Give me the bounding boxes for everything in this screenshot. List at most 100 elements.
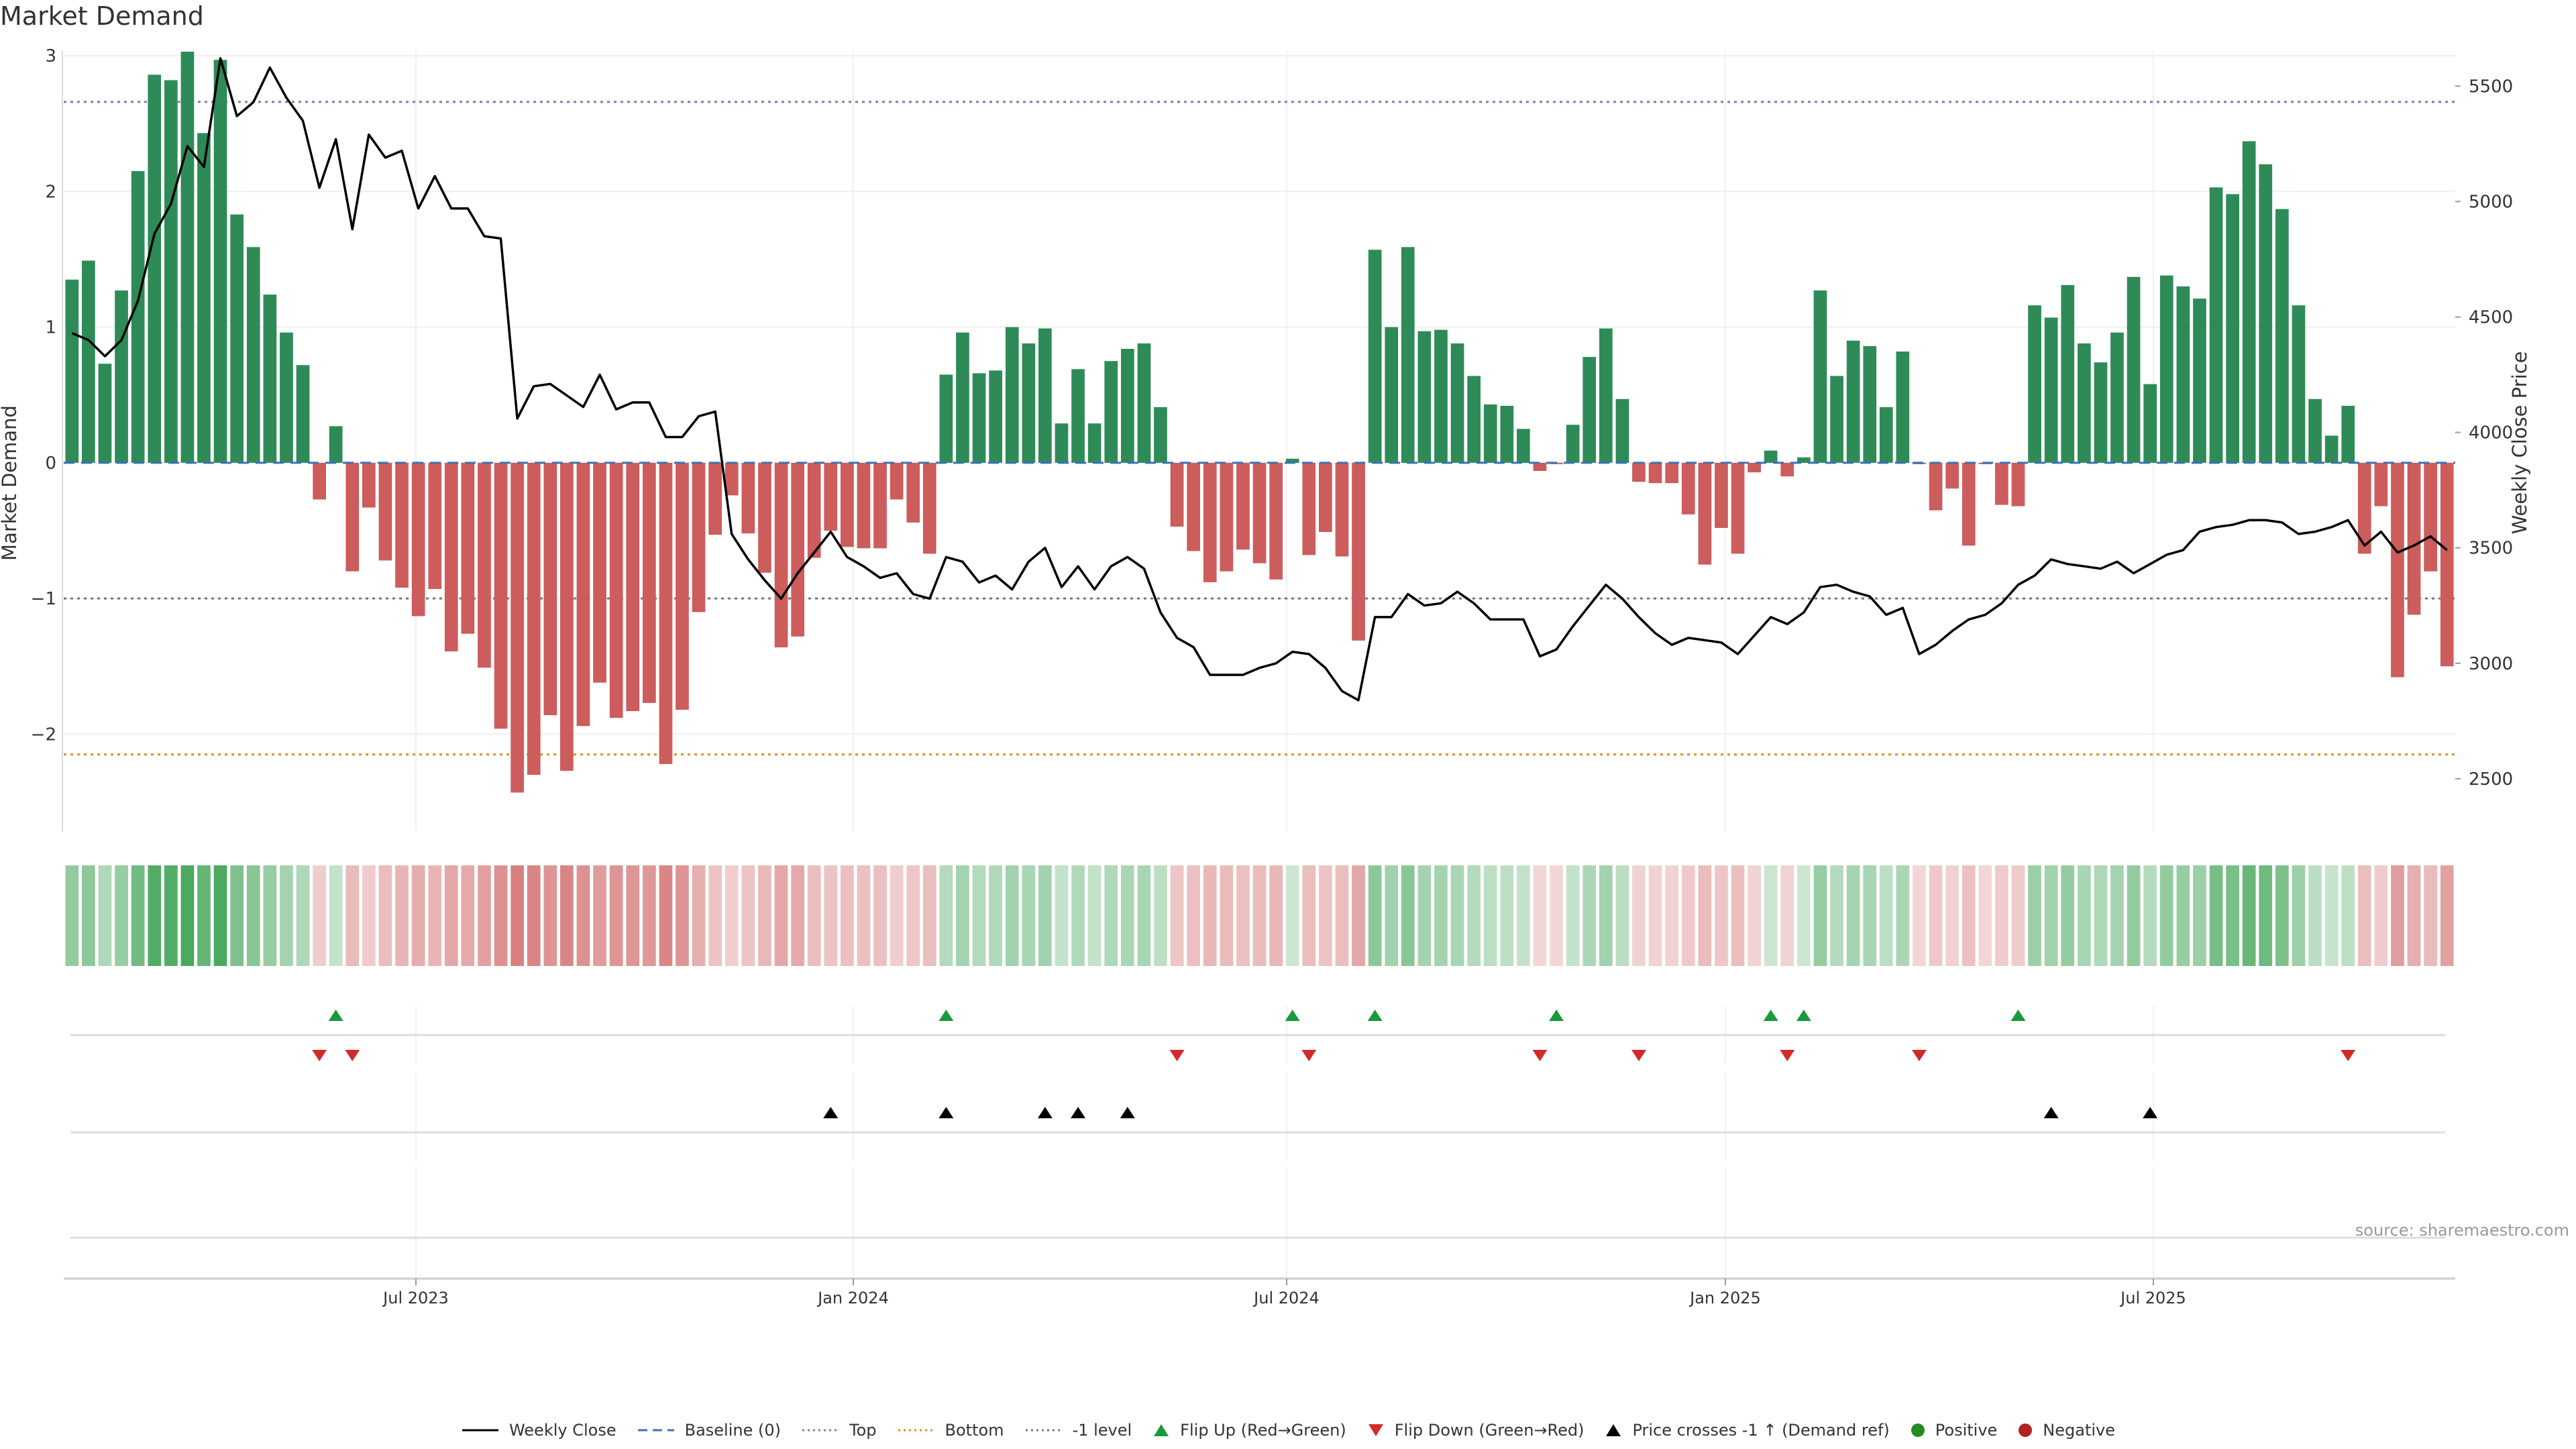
- heat-cell: [478, 865, 491, 966]
- flip-up-marker: [1549, 1010, 1564, 1021]
- demand-bar: [395, 462, 409, 588]
- legend-bottom: Bottom: [897, 1421, 1004, 1440]
- heat-cell: [1022, 865, 1036, 966]
- heat-cell: [1104, 865, 1118, 966]
- y-tick-left: −1: [31, 589, 56, 609]
- heat-cell: [2078, 865, 2091, 966]
- demand-bar: [313, 462, 326, 500]
- demand-bar: [65, 279, 79, 463]
- heat-cell: [1335, 865, 1349, 966]
- flip-down-marker: [1532, 1050, 1548, 1061]
- demand-bar: [1896, 352, 1910, 463]
- demand-bar: [1319, 462, 1332, 533]
- heat-cell: [511, 865, 524, 966]
- y-tick-right: 3000: [2469, 654, 2513, 674]
- price-cross-marker: [823, 1107, 839, 1118]
- heat-cell: [890, 865, 904, 966]
- y-tick-left: 1: [45, 318, 56, 338]
- demand-bar: [428, 462, 442, 589]
- demand-bar: [444, 462, 458, 651]
- demand-bar: [511, 462, 524, 793]
- x-axis-ticks: Jul 2023 Jan 2024 Jul 2024 Jan 2025 Jul 2025: [382, 1279, 2186, 1307]
- flip-up-marker: [1285, 1010, 1300, 1021]
- demand-bar: [1813, 290, 1827, 463]
- heat-cell: [1599, 865, 1613, 966]
- heat-cell: [659, 865, 673, 966]
- heat-cell: [2374, 865, 2388, 966]
- demand-bar: [2061, 284, 2075, 463]
- x-tick-label: Jan 2024: [816, 1289, 889, 1307]
- y-axis-left-label: Market Demand: [0, 405, 21, 561]
- flip-up-marker: [1367, 1010, 1383, 1021]
- heat-cell: [1995, 865, 2008, 966]
- heat-cell: [1830, 865, 1843, 966]
- heat-cell: [1929, 865, 1943, 966]
- demand-bar: [1170, 462, 1184, 527]
- demand-bar: [1335, 462, 1349, 557]
- heat-cell: [362, 865, 376, 966]
- demand-bar: [1615, 398, 1629, 463]
- flip-up-marker: [328, 1010, 343, 1021]
- demand-bar: [329, 426, 343, 463]
- heat-cell: [989, 865, 1002, 966]
- demand-bar: [2391, 462, 2404, 678]
- demand-bar: [1533, 462, 1547, 471]
- demand-bar: [98, 364, 112, 463]
- demand-bar: [1748, 462, 1761, 473]
- heat-cell: [461, 865, 475, 966]
- legend-weekly-close: Weekly Close: [461, 1421, 616, 1440]
- price-cross-marker: [1120, 1107, 1135, 1118]
- demand-bar: [1780, 462, 1794, 477]
- y-tick-left: 3: [45, 46, 56, 66]
- heat-cell: [2341, 865, 2355, 966]
- demand-bar: [1879, 407, 1893, 463]
- legend-label: Flip Up (Red→Green): [1180, 1421, 1346, 1440]
- legend-baseline: Baseline (0): [637, 1421, 781, 1440]
- demand-bar: [1087, 423, 1102, 463]
- heat-cell: [1467, 865, 1481, 966]
- demand-bar: [972, 373, 986, 463]
- demand-bar: [296, 365, 310, 463]
- demand-bar: [1121, 349, 1134, 463]
- heat-cell: [2440, 865, 2454, 966]
- heat-cell: [378, 865, 392, 966]
- heat-cell: [428, 865, 442, 966]
- y-tick-right: 5000: [2469, 192, 2513, 212]
- demand-bar: [2275, 209, 2289, 463]
- axes: Market Demand Weekly Close Price −2 −1 0 1 2…: [0, 46, 2531, 832]
- demand-bar: [2176, 286, 2190, 463]
- heat-cell: [148, 865, 162, 966]
- legend-negative: Negative: [2017, 1421, 2115, 1440]
- legend-label: Negative: [2043, 1421, 2116, 1440]
- heat-cell: [609, 865, 623, 966]
- demand-bar: [1434, 329, 1448, 463]
- demand-bar: [1401, 247, 1415, 463]
- heat-cell: [1038, 865, 1052, 966]
- heat-cell: [1236, 865, 1250, 966]
- demand-bar: [164, 80, 178, 463]
- demand-bar: [1599, 328, 1613, 463]
- heat-cell: [345, 865, 360, 966]
- demand-bar: [148, 74, 162, 463]
- heat-cell: [494, 865, 508, 966]
- legend-positive: Positive: [1910, 1421, 1997, 1440]
- demand-bar: [741, 462, 755, 534]
- y-tick-right: 3500: [2469, 539, 2513, 559]
- heat-cell: [65, 865, 79, 966]
- y-tick-right: 5500: [2469, 76, 2513, 97]
- source-note: source: sharemaestro.com: [2355, 1221, 2569, 1240]
- price-cross-panel: [70, 1073, 2445, 1161]
- legend: Weekly Close Baseline (0) Top Bottom -1 …: [0, 1421, 2576, 1440]
- heat-cell: [527, 865, 541, 966]
- demand-bar: [1005, 327, 1019, 463]
- demand-bar: [1517, 429, 1530, 463]
- heat-cell: [1715, 865, 1728, 966]
- flip-up-marker: [1763, 1010, 1778, 1021]
- heat-cell: [1352, 865, 1365, 966]
- demand-bar: [115, 290, 128, 463]
- heat-cell: [857, 865, 871, 966]
- demand-bar: [643, 462, 656, 703]
- heat-cell: [2308, 865, 2322, 966]
- heat-cell: [1648, 865, 1662, 966]
